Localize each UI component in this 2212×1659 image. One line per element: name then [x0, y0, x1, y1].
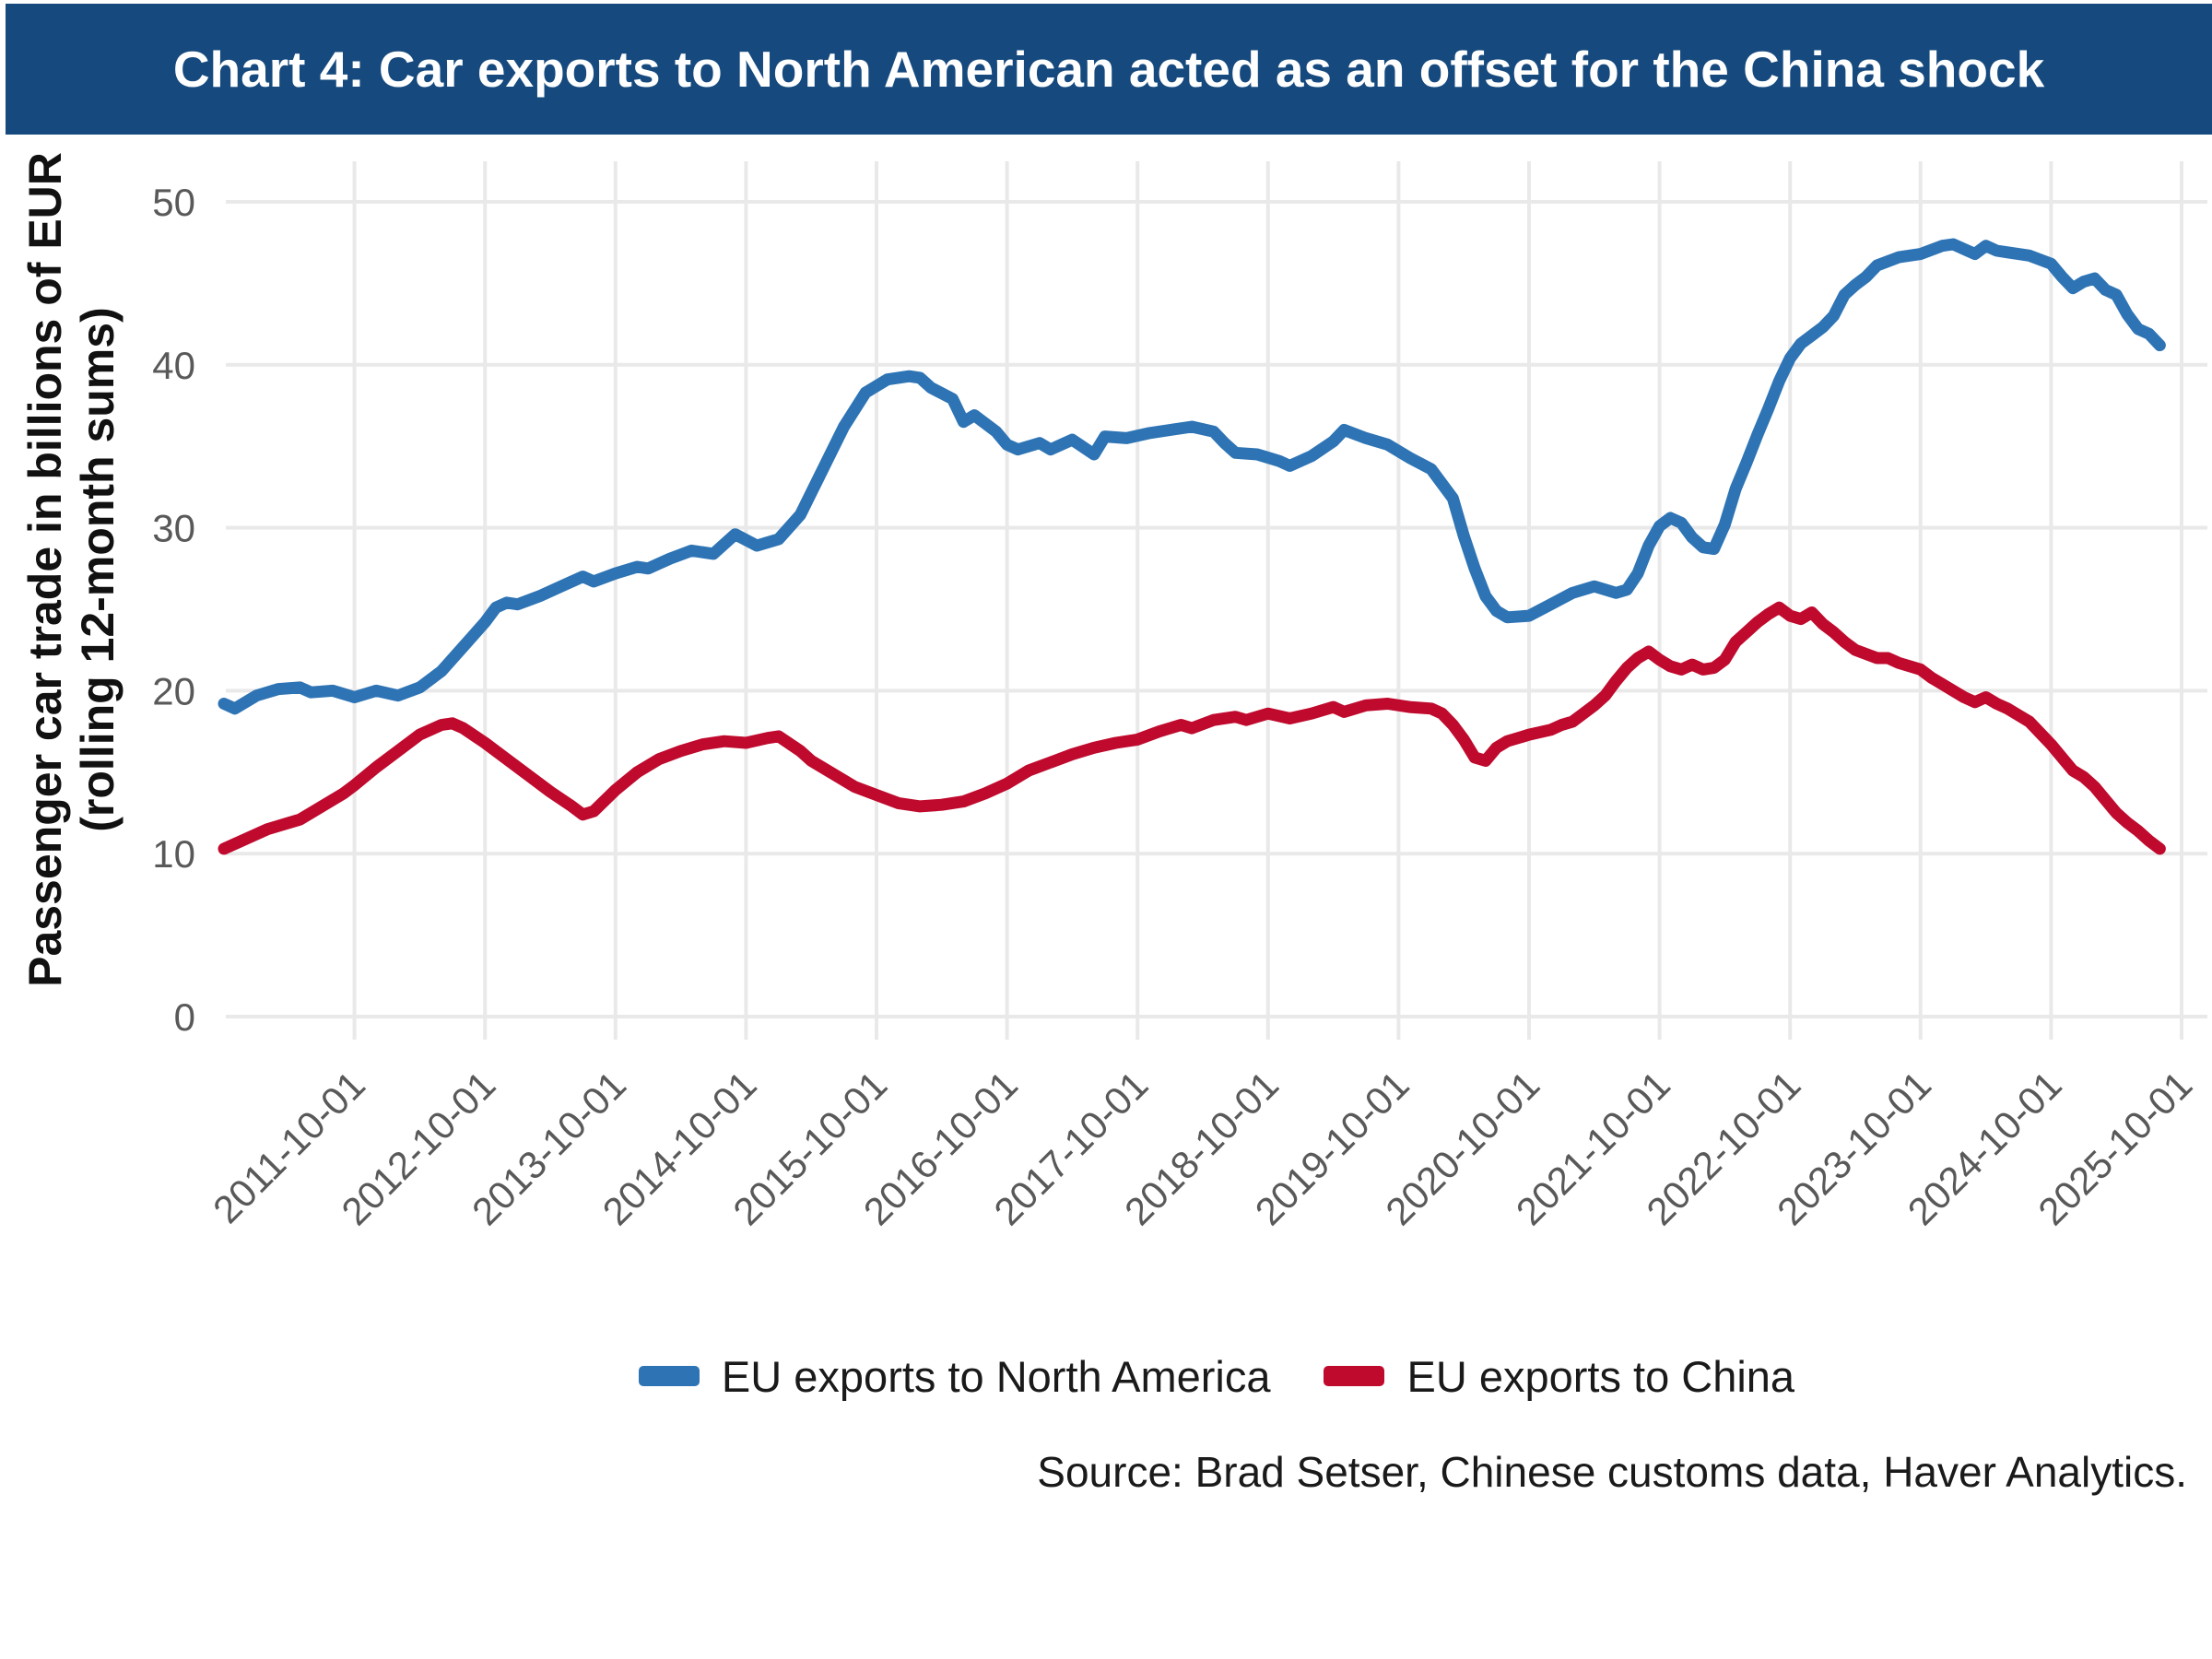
legend-swatch-blue: [638, 1366, 700, 1386]
y-tick-label-10: 10: [152, 832, 195, 876]
y-tick-label-20: 20: [152, 669, 195, 712]
chart-title: Chart 4: Car exports to North American a…: [172, 41, 2045, 98]
y-tick-label-30: 30: [152, 507, 195, 550]
source-credit: Source: Brad Setser, Chinese customs dat…: [1037, 1448, 2187, 1496]
legend-item-north-america: EU exports to North America: [638, 1351, 1271, 1402]
series-line-china: [218, 601, 2166, 855]
legend: EU exports to North America EU exports t…: [226, 1344, 2207, 1408]
legend-label-north-america: EU exports to North America: [721, 1351, 1271, 1401]
legend-swatch-red: [1324, 1366, 1385, 1386]
y-tick-label-50: 50: [152, 181, 195, 224]
legend-item-china: EU exports to China: [1324, 1351, 1794, 1402]
y-tick-label-40: 40: [152, 344, 195, 387]
legend-label-china: EU exports to China: [1406, 1351, 1795, 1401]
series-line-north-america: [218, 238, 2166, 715]
y-axis-title-line1: Passenger car trade in billions of EUR: [19, 152, 71, 987]
y-axis-title-line2: (rolling 12-month sums): [72, 307, 124, 832]
title-banner: Chart 4: Car exports to North American a…: [6, 4, 2212, 135]
y-axis-title: Passenger car trade in billions of EUR (…: [0, 109, 146, 1030]
y-tick-label-0: 0: [174, 995, 195, 1039]
